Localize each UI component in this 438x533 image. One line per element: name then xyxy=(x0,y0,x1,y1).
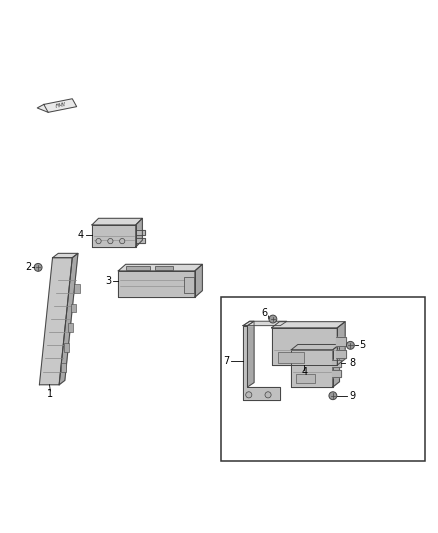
Text: 6: 6 xyxy=(261,309,267,318)
Polygon shape xyxy=(118,271,195,297)
Bar xyxy=(278,352,304,363)
Bar xyxy=(126,265,150,270)
Polygon shape xyxy=(336,337,346,346)
Polygon shape xyxy=(37,104,48,112)
Text: 7: 7 xyxy=(223,356,230,366)
Circle shape xyxy=(329,392,337,400)
Polygon shape xyxy=(332,360,341,367)
Text: 3: 3 xyxy=(106,276,112,286)
Polygon shape xyxy=(332,370,341,377)
Text: 4: 4 xyxy=(78,230,84,240)
Polygon shape xyxy=(243,321,287,326)
Polygon shape xyxy=(136,219,142,247)
Text: 1: 1 xyxy=(47,389,53,399)
Polygon shape xyxy=(272,322,345,328)
Polygon shape xyxy=(243,321,254,326)
Circle shape xyxy=(96,238,101,244)
Polygon shape xyxy=(195,264,202,297)
Polygon shape xyxy=(53,253,78,258)
Polygon shape xyxy=(336,350,346,359)
Text: 4: 4 xyxy=(301,367,307,377)
Circle shape xyxy=(269,315,277,323)
Circle shape xyxy=(34,263,42,271)
Polygon shape xyxy=(243,326,280,400)
Text: 5: 5 xyxy=(359,341,365,350)
Polygon shape xyxy=(92,219,142,225)
Bar xyxy=(74,284,80,293)
Polygon shape xyxy=(333,344,339,387)
Bar xyxy=(67,324,73,332)
Text: 2: 2 xyxy=(25,262,32,272)
Polygon shape xyxy=(59,253,78,385)
Circle shape xyxy=(246,392,252,398)
Polygon shape xyxy=(337,322,345,365)
Bar xyxy=(296,374,315,383)
Bar xyxy=(61,363,66,372)
Text: 8: 8 xyxy=(350,358,356,368)
Bar xyxy=(71,304,76,312)
Polygon shape xyxy=(39,258,72,385)
Text: FMI: FMI xyxy=(55,102,66,109)
Polygon shape xyxy=(272,328,337,365)
Text: 9: 9 xyxy=(350,391,356,401)
Polygon shape xyxy=(136,230,145,236)
Polygon shape xyxy=(136,238,145,243)
Circle shape xyxy=(346,342,354,349)
Polygon shape xyxy=(44,99,77,112)
Circle shape xyxy=(120,238,125,244)
Bar xyxy=(221,297,425,462)
Polygon shape xyxy=(291,344,339,350)
Bar xyxy=(184,278,194,293)
Circle shape xyxy=(108,238,113,244)
Bar xyxy=(155,265,173,270)
Polygon shape xyxy=(247,321,254,387)
Polygon shape xyxy=(291,350,333,387)
Bar xyxy=(64,343,70,352)
Polygon shape xyxy=(118,264,202,271)
Circle shape xyxy=(265,392,271,398)
Polygon shape xyxy=(92,225,136,247)
